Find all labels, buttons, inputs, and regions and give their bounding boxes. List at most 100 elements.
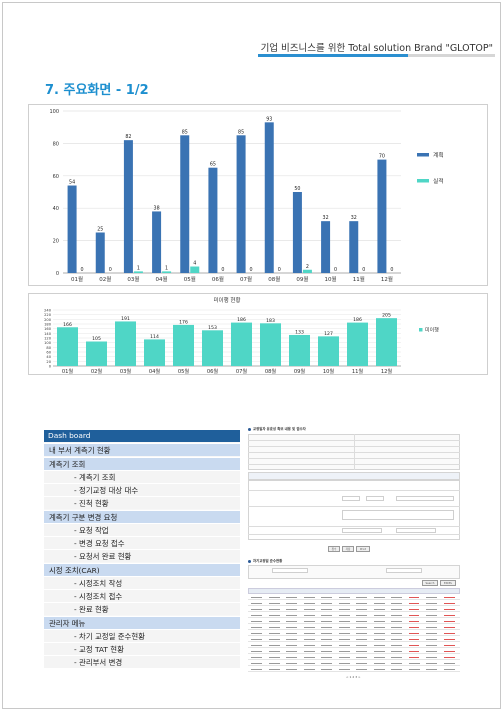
table-row[interactable]: [248, 655, 460, 660]
table-cell: [268, 639, 280, 641]
bullet-icon: [248, 427, 251, 431]
table-cell: [373, 645, 385, 647]
table-row[interactable]: [248, 661, 460, 666]
menu-item[interactable]: 시정조치 작성: [44, 576, 240, 589]
data-label: 186: [237, 317, 246, 323]
table-cell: [268, 615, 280, 617]
save-button[interactable]: 저장: [342, 546, 354, 552]
legend-swatch: [417, 179, 429, 183]
bar: [289, 334, 310, 366]
table-cell: [373, 621, 385, 623]
table-cell: [338, 615, 350, 617]
x-tick-label: 12월: [381, 275, 393, 283]
table-cell: [338, 609, 350, 611]
menu-item[interactable]: 시정조치 접수: [44, 589, 240, 602]
x-tick-label: 10월: [323, 367, 335, 375]
table-cell: [303, 663, 315, 665]
table-row[interactable]: [248, 595, 460, 600]
table-cell: [356, 603, 367, 605]
table-row[interactable]: [248, 667, 460, 672]
table-cell: [286, 615, 297, 617]
table-cell: [391, 633, 402, 635]
table-row[interactable]: [248, 613, 460, 618]
data-label: 114: [150, 334, 159, 340]
header-brand: 기업 비즈니스를 위한 Total solution Brand "GLOTOP…: [260, 43, 493, 54]
menu-item[interactable]: 요청서 완료 현황: [44, 549, 240, 562]
print-button[interactable]: Print: [356, 546, 370, 552]
table-cell: [391, 657, 402, 659]
bar: [236, 135, 246, 273]
menu-item[interactable]: 변경 요청 접수: [44, 536, 240, 549]
menu-item[interactable]: 관리부서 변경: [44, 655, 240, 668]
form-input[interactable]: [396, 496, 454, 501]
menu-section[interactable]: 시정 조치(CAR): [44, 563, 240, 576]
menu-section[interactable]: 관리자 메뉴: [44, 616, 240, 629]
y-tick-label: 40: [46, 355, 51, 359]
y-tick-label: 20: [46, 360, 51, 364]
menu-item[interactable]: 진척 현황: [44, 496, 240, 509]
menu-item[interactable]: 교정 TAT 현황: [44, 642, 240, 655]
x-tick-label: 09월: [294, 367, 306, 375]
form-input[interactable]: [396, 528, 436, 533]
menu-item[interactable]: 완료 현황: [44, 602, 240, 615]
menu-title[interactable]: Dash board: [44, 430, 240, 442]
table-cell: [373, 609, 385, 611]
table-cell: [268, 651, 280, 653]
y-tick-label: 0: [56, 271, 59, 277]
data-label: 176: [179, 319, 188, 325]
form-input[interactable]: [342, 528, 382, 533]
table-row[interactable]: [248, 601, 460, 606]
menu-item[interactable]: 정기교정 대상 대수: [44, 483, 240, 496]
table-row[interactable]: [248, 607, 460, 612]
table-row[interactable]: [248, 631, 460, 636]
menu-section[interactable]: 계측기 구분 변경 요청: [44, 510, 240, 523]
pager[interactable]: < 1 2 3 >: [346, 675, 361, 679]
table-cell: [373, 615, 385, 617]
y-tick-label: 80: [53, 141, 59, 147]
x-tick-label: 08월: [268, 275, 280, 283]
form-textarea[interactable]: [342, 510, 454, 520]
table-cell: [373, 639, 385, 641]
legend-label: 계획: [433, 151, 444, 159]
table-cell: [338, 627, 350, 629]
table-row[interactable]: [248, 643, 460, 648]
table-cell: [251, 633, 262, 635]
bar: [67, 185, 77, 273]
bar: [231, 322, 252, 366]
search-field[interactable]: [272, 568, 308, 573]
x-tick-label: 11월: [353, 275, 365, 283]
search-button[interactable]: Search: [422, 580, 438, 586]
table-cell: [373, 669, 385, 671]
bar: [152, 211, 162, 273]
receive-button[interactable]: 접수: [328, 546, 340, 552]
menu-item[interactable]: 차기 교정일 준수현황: [44, 629, 240, 642]
menu-section[interactable]: 계측기 조회: [44, 457, 240, 470]
search-field[interactable]: [386, 568, 422, 573]
table-cell: [408, 645, 419, 647]
table-row[interactable]: [248, 619, 460, 624]
data-label: 0: [250, 267, 253, 273]
table-row[interactable]: [248, 637, 460, 642]
plan-vs-actual-chart: 0 20 40 60 80 100 54 0 01월 25 0 02월 82 1 03월 38 1 04월 85 4 0…: [28, 104, 488, 286]
table-row[interactable]: [248, 625, 460, 630]
table-cell: [443, 597, 455, 599]
form-input[interactable]: [366, 496, 384, 501]
table-cell: [391, 627, 402, 629]
table-cell: [443, 609, 455, 611]
excel-button[interactable]: EXCEL: [440, 580, 456, 586]
menu-section[interactable]: 내 부서 계측기 현황: [44, 443, 240, 456]
data-label: 191: [121, 316, 130, 322]
table-row[interactable]: [248, 649, 460, 654]
table-cell: [391, 615, 402, 617]
menu-item[interactable]: 계측기 조회: [44, 470, 240, 483]
y-tick-label: 220: [44, 313, 52, 317]
x-tick-label: 10월: [325, 275, 337, 283]
x-tick-label: 04월: [156, 275, 168, 283]
table-cell: [408, 663, 420, 665]
menu-item[interactable]: 요청 작업: [44, 523, 240, 536]
form-input[interactable]: [342, 496, 360, 501]
data-label: 105: [92, 336, 101, 342]
list-table-header: [248, 588, 460, 594]
y-tick-label: 20: [53, 239, 59, 245]
